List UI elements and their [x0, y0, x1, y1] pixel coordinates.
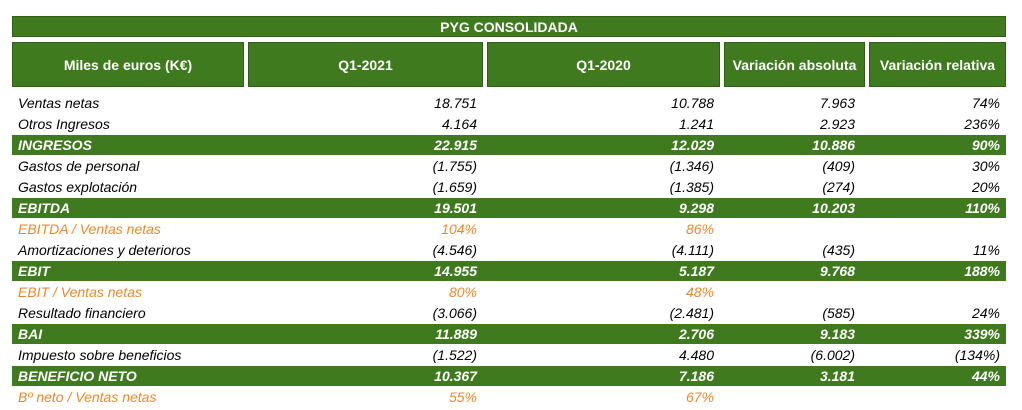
row-label: Amortizaciones y deterioros	[18, 242, 191, 258]
ratio-row: EBIT / Ventas netas 80% 48%	[12, 282, 1006, 302]
row-label: Gastos de personal	[18, 158, 140, 174]
cell-variacion-absoluta: 9.183	[819, 326, 855, 342]
row-label: Resultado financiero	[18, 305, 146, 321]
cell-q1-2021: 4.164	[441, 116, 477, 132]
cell-variacion-absoluta: 3.181	[819, 368, 855, 384]
total-row-bai: BAI 11.889 2.706 9.183 339%	[12, 324, 1006, 344]
total-row-beneficio-neto: BENEFICIO NETO 10.367 7.186 3.181 44%	[12, 366, 1006, 386]
row-label: Gastos explotación	[18, 179, 138, 195]
cell-q1-2021: 104%	[441, 221, 477, 237]
row-label: BAI	[18, 326, 43, 342]
table-row: Otros Ingresos 4.164 1.241 2.923 236%	[12, 114, 1006, 134]
cell-q1-2021: (4.546)	[432, 242, 477, 258]
header-variacion-absoluta: Variación absoluta	[724, 42, 865, 87]
cell-q1-2021: 10.367	[434, 368, 477, 384]
cell-variacion-absoluta: 10.203	[812, 200, 855, 216]
cell-variacion-relativa: 110%	[965, 200, 1000, 216]
header-label: Miles de euros (K€)	[12, 42, 244, 87]
cell-q1-2020: (1.346)	[669, 158, 714, 174]
cell-q1-2021: 55%	[448, 389, 477, 405]
cell-variacion-relativa: 90%	[971, 137, 1000, 153]
table-row: Ventas netas 18.751 10.788 7.963 74%	[12, 93, 1006, 113]
cell-q1-2021: 14.955	[434, 263, 477, 279]
cell-q1-2021: (1.522)	[432, 347, 477, 363]
cell-q1-2020: (1.385)	[669, 179, 714, 195]
table-row: Amortizaciones y deterioros (4.546) (4.1…	[12, 240, 1006, 260]
header-q1-2021: Q1-2021	[248, 42, 483, 87]
row-label: INGRESOS	[18, 137, 92, 153]
cell-variacion-absoluta: (435)	[822, 242, 855, 258]
cell-q1-2021: 19.501	[434, 200, 477, 216]
cell-q1-2021: (3.066)	[432, 305, 477, 321]
table-row: Resultado financiero (3.066) (2.481) (58…	[12, 303, 1006, 323]
row-label: Impuesto sobre beneficios	[18, 347, 182, 363]
cell-q1-2020: 12.029	[671, 137, 714, 153]
cell-variacion-relativa: 74%	[971, 95, 1000, 111]
table-row: Impuesto sobre beneficios (1.522) 4.480 …	[12, 345, 1006, 365]
cell-q1-2020: 2.706	[678, 326, 714, 342]
cell-q1-2020: 5.187	[678, 263, 714, 279]
row-label: BENEFICIO NETO	[18, 368, 137, 384]
cell-q1-2021: 22.915	[434, 137, 477, 153]
cell-q1-2021: 80%	[448, 284, 477, 300]
table-row: Gastos de personal (1.755) (1.346) (409)…	[12, 156, 1006, 176]
header-variacion-relativa: Variación relativa	[869, 42, 1006, 87]
cell-variacion-relativa: 188%	[964, 263, 1000, 279]
table-title: PYG CONSOLIDADA	[12, 16, 1006, 37]
cell-variacion-absoluta: (6.002)	[810, 347, 855, 363]
cell-q1-2020: 86%	[685, 221, 714, 237]
total-row-ebit: EBIT 14.955 5.187 9.768 188%	[12, 261, 1006, 281]
ratio-row: EBITDA / Ventas netas 104% 86%	[12, 219, 1006, 239]
row-label: EBIT	[18, 263, 50, 279]
cell-variacion-relativa: 236%	[964, 116, 1000, 132]
cell-variacion-relativa: 339%	[964, 326, 1000, 342]
row-label: Bº neto / Ventas netas	[18, 389, 157, 405]
cell-q1-2020: 9.298	[678, 200, 714, 216]
row-label: EBIT / Ventas netas	[18, 284, 142, 300]
cell-q1-2020: 4.480	[678, 347, 714, 363]
cell-q1-2021: (1.659)	[432, 179, 477, 195]
cell-variacion-absoluta: 10.886	[812, 137, 855, 153]
cell-q1-2020: 67%	[685, 389, 714, 405]
total-row-ingresos: INGRESOS 22.915 12.029 10.886 90%	[12, 135, 1006, 155]
cell-q1-2020: (4.111)	[671, 242, 714, 258]
cell-variacion-absoluta: 9.768	[819, 263, 855, 279]
cell-q1-2021: 18.751	[434, 95, 477, 111]
cell-variacion-absoluta: 7.963	[819, 95, 855, 111]
cell-variacion-relativa: 44%	[971, 368, 1000, 384]
cell-q1-2020: 7.186	[678, 368, 714, 384]
row-label: Ventas netas	[18, 95, 100, 111]
cell-q1-2020: 1.241	[678, 116, 714, 132]
table-row: Gastos explotación (1.659) (1.385) (274)…	[12, 177, 1006, 197]
cell-variacion-absoluta: (274)	[822, 179, 855, 195]
cell-variacion-relativa: 30%	[971, 158, 1000, 174]
cell-variacion-relativa: 20%	[971, 179, 1000, 195]
cell-q1-2021: (1.755)	[432, 158, 477, 174]
cell-q1-2021: 11.889	[435, 326, 477, 342]
cell-q1-2020: (2.481)	[669, 305, 714, 321]
row-label: EBITDA	[18, 200, 71, 216]
cell-variacion-relativa: 11%	[973, 242, 1000, 258]
cell-variacion-relativa: 24%	[971, 305, 1000, 321]
total-row-ebitda: EBITDA 19.501 9.298 10.203 110%	[12, 198, 1006, 218]
cell-variacion-absoluta: (585)	[822, 305, 855, 321]
header-q1-2020: Q1-2020	[487, 42, 720, 87]
cell-variacion-relativa: (134%)	[954, 347, 1000, 363]
cell-q1-2020: 10.788	[671, 95, 714, 111]
cell-q1-2020: 48%	[685, 284, 714, 300]
cell-variacion-absoluta: 2.923	[819, 116, 855, 132]
cell-variacion-absoluta: (409)	[822, 158, 855, 174]
row-label: EBITDA / Ventas netas	[18, 221, 161, 237]
row-label: Otros Ingresos	[18, 116, 110, 132]
ratio-row: Bº neto / Ventas netas 55% 67%	[12, 387, 1006, 407]
